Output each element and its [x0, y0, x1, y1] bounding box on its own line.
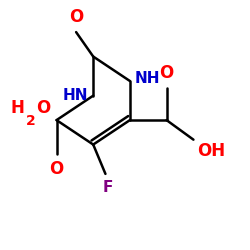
Text: HN: HN: [63, 88, 88, 103]
Text: H: H: [11, 99, 25, 117]
Text: O: O: [50, 160, 64, 178]
Text: NH: NH: [135, 71, 160, 86]
Text: O: O: [69, 8, 83, 26]
Text: 2: 2: [26, 114, 36, 128]
Text: F: F: [103, 180, 113, 195]
Text: O: O: [160, 64, 174, 82]
Text: O: O: [36, 99, 50, 117]
Text: OH: OH: [197, 142, 225, 160]
